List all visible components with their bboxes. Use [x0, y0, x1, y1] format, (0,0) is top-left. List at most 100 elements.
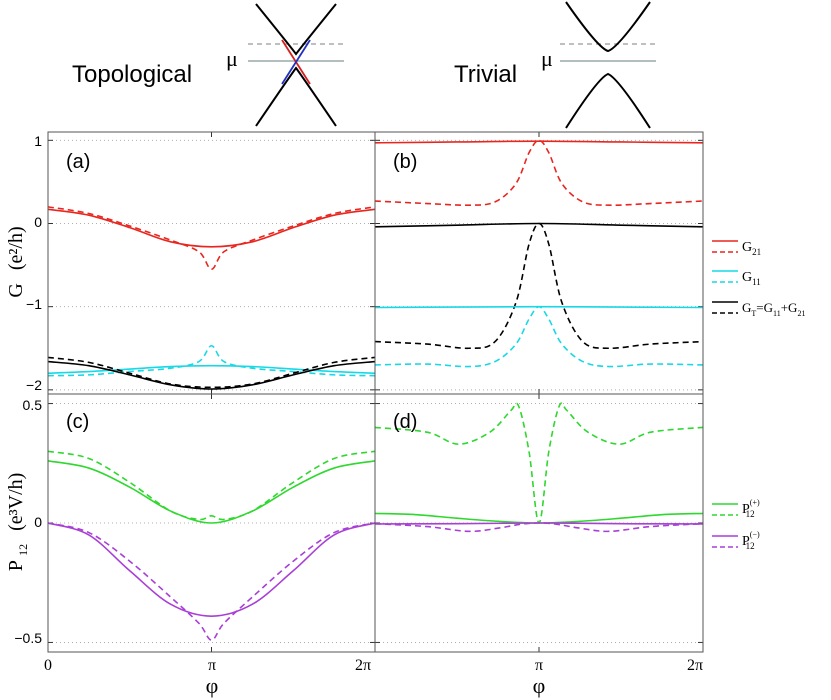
- g-tick-label: 0: [34, 214, 42, 230]
- panel-c-series: [48, 450, 375, 641]
- series-line-b-g21-dashed: [375, 139, 703, 207]
- panel-a: (a): [47, 131, 376, 395]
- x-axis-label-right: φ: [533, 673, 546, 698]
- legend-gt-main: G: [742, 300, 751, 315]
- legend-p12-minus-sup: (−): [750, 530, 760, 539]
- x-tick-label: π: [535, 657, 543, 674]
- series-line-c-p12-dashed: [48, 522, 375, 641]
- g-ylabel-units: (e²/h): [5, 226, 27, 270]
- topological-upper-band: [255, 3, 337, 56]
- legend-gt-sub3: 21: [797, 309, 805, 318]
- series-line-b-gt-dashed: [375, 222, 703, 350]
- p-ylabel-main: P: [5, 560, 27, 571]
- panel-b-series: [375, 139, 703, 368]
- series-line-b-g21-solid: [375, 140, 703, 144]
- panel-d-label: (d): [393, 411, 417, 433]
- x-tick-label: 0: [44, 657, 52, 674]
- legend-gt-rest2: +G: [781, 300, 798, 315]
- trivial-label: Trivial: [454, 61, 517, 88]
- x-tick-label: 2π: [687, 657, 703, 674]
- series-line-b-g11-dashed: [375, 305, 703, 368]
- panel-a-series: [48, 206, 375, 390]
- legend-gt-sub: T: [751, 309, 756, 318]
- legend-p12-plus-sup: (+): [750, 498, 760, 507]
- g-y-axis-label: G (e²/h): [5, 226, 27, 297]
- panel-c: (c): [47, 393, 376, 653]
- legend-p12-minus-main: P: [742, 534, 750, 549]
- p-tick-label: −0.5: [14, 630, 42, 646]
- p-y-axis-label: P 12 (e³V/h): [5, 473, 32, 572]
- panel-b-label: (b): [393, 151, 417, 173]
- panel-d-series: [375, 402, 703, 533]
- panel-b-grid: [375, 132, 703, 394]
- trivial-upper-band: [565, 1, 651, 53]
- topological-schematic: Topological μ: [72, 3, 344, 127]
- panel-a-frame: [47, 131, 376, 395]
- legend-entry-g11: G11: [712, 270, 761, 287]
- panel-d-frame: [374, 393, 704, 653]
- series-line-a-g21-dashed: [48, 206, 375, 271]
- series-line-c-p12-dashed: [48, 450, 375, 521]
- series-line-a-g11-solid: [48, 364, 375, 375]
- topological-edge-state-blue: [281, 39, 311, 85]
- series-line-c-p12-solid: [48, 460, 375, 524]
- p-tick-label: 0.5: [23, 397, 43, 413]
- p-ylabel-units: (e³V/h): [5, 473, 27, 531]
- trivial-lower-band: [565, 72, 651, 129]
- legend-entry-gt: GT=G11+G21: [712, 300, 805, 318]
- panel-b: (b): [374, 131, 704, 395]
- svg-text:P 12 (e³V/h): P 12 (e³V/h): [5, 473, 32, 572]
- x-axis-label-left: φ: [206, 673, 219, 698]
- p-ylabel-sub: 12: [16, 544, 30, 556]
- series-line-d-p12-dashed: [375, 402, 703, 524]
- trivial-schematic: Trivial μ: [454, 1, 656, 129]
- svg-text:GT=G11+G21: GT=G11+G21: [742, 300, 805, 318]
- series-line-c-p12-solid: [48, 522, 375, 617]
- series-line-a-gt-solid: [48, 360, 375, 390]
- x-tick-labels: 0 π 2π π 2π: [44, 657, 703, 674]
- legend-entry-g21: G21: [712, 240, 761, 257]
- g-tick-label: −2: [26, 377, 42, 393]
- p-y-tick-labels: 0.5 0 −0.5: [14, 397, 42, 646]
- topological-mu-symbol: μ: [226, 46, 238, 71]
- svg-text:P(+)12: P(+) 12: [742, 498, 760, 519]
- legend-entry-p12-minus: P(−) 12: [712, 530, 760, 551]
- g-y-tick-labels: 1 0 −1 −2: [26, 133, 42, 393]
- x-tick-label: 2π: [355, 657, 371, 674]
- legend-g21-sub: 21: [752, 247, 761, 257]
- topological-lower-band: [255, 66, 337, 127]
- g-tick-label: 1: [34, 133, 42, 149]
- trivial-mu-symbol: μ: [541, 46, 553, 71]
- g-ylabel-main: G: [5, 283, 27, 297]
- panel-c-label: (c): [66, 411, 89, 433]
- x-tick-label: π: [208, 657, 216, 674]
- g-tick-label: −1: [26, 296, 42, 312]
- panel-d: (d): [374, 393, 704, 653]
- legend-g: G21 G11 GT=G11+G21: [712, 240, 805, 318]
- legend-gt-sub2: 11: [773, 309, 781, 318]
- series-line-d-p12-dashed: [375, 522, 703, 533]
- legend-p12-plus-main: P: [742, 502, 750, 517]
- legend-g11-sub: 11: [752, 277, 761, 287]
- svg-text:P(−)12: P(−) 12: [742, 530, 760, 551]
- p-tick-label: 0: [34, 514, 42, 530]
- topological-label: Topological: [72, 61, 192, 88]
- legend-gt-rest: =G: [756, 300, 773, 315]
- svg-text:G (e²/h): G (e²/h): [5, 226, 27, 297]
- legend-p: P(+) 12 P(−) 12: [712, 498, 760, 551]
- series-line-a-g21-solid: [48, 208, 375, 248]
- series-line-a-gt-dashed: [48, 356, 375, 389]
- legend-g21-main: G: [742, 240, 752, 255]
- svg-text:G21: G21: [742, 240, 761, 257]
- legend-p12-plus-sub: 12: [746, 509, 755, 519]
- series-line-d-p12-solid: [375, 512, 703, 524]
- legend-g11-main: G: [742, 270, 752, 285]
- legend-entry-p12-plus: P(+) 12: [712, 498, 760, 519]
- legend-p12-minus-sub: 12: [746, 541, 755, 551]
- svg-text:G11: G11: [742, 270, 761, 287]
- panel-a-label: (a): [66, 151, 90, 173]
- panel-c-grid: [48, 394, 375, 652]
- panel-a-grid: [48, 132, 375, 394]
- panel-b-frame: [374, 131, 704, 395]
